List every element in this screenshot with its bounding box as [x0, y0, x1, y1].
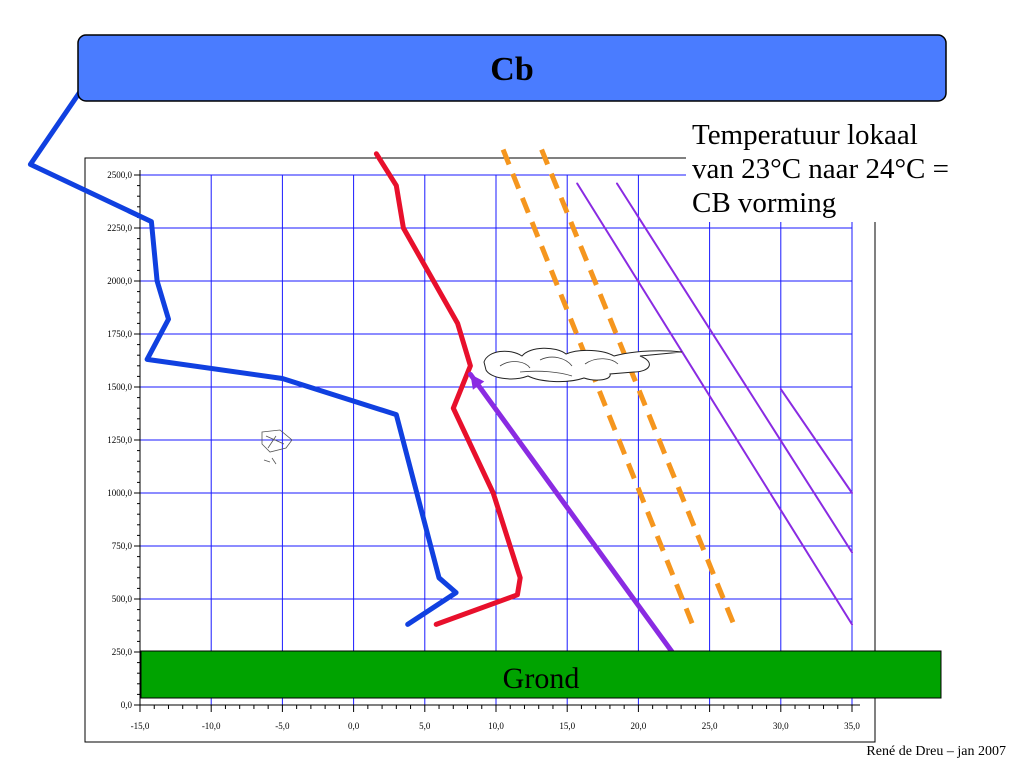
x-tick-label: 30,0 — [773, 721, 789, 731]
series-layer — [27, 49, 853, 661]
y-tick-label: 1500,0 — [107, 382, 132, 392]
x-tick-label: -5,0 — [275, 721, 290, 731]
x-tick-label: 35,0 — [844, 721, 860, 731]
y-tick-label: 1000,0 — [107, 488, 132, 498]
note-line-3: CB vorming — [692, 187, 837, 219]
y-tick-label: 250,0 — [112, 647, 133, 657]
x-tick-label: 0,0 — [348, 721, 360, 731]
ground-label: Grond — [503, 662, 580, 695]
grid — [140, 174, 853, 705]
series-line-6 — [500, 148, 695, 626]
y-tick-label: 500,0 — [112, 594, 133, 604]
y-tick-label: 2000,0 — [107, 276, 132, 286]
y-tick-label: 1250,0 — [107, 435, 132, 445]
series-line-4 — [616, 182, 853, 554]
note-line-2: van 23°C naar 24°C = — [692, 153, 950, 185]
x-tick-label: 25,0 — [702, 721, 718, 731]
axes — [139, 170, 860, 706]
sketch-mark-icon — [261, 429, 293, 465]
y-tick-label: 2500,0 — [107, 170, 132, 180]
y-tick-label: 0,0 — [121, 700, 133, 710]
series-line-1 — [373, 151, 523, 627]
series-line-7 — [539, 148, 737, 626]
series-line-3 — [576, 182, 853, 626]
series-line-2 — [467, 371, 680, 661]
x-tick-label: 20,0 — [631, 721, 647, 731]
y-tick-label: 750,0 — [112, 541, 133, 551]
series-line-5 — [779, 388, 853, 494]
x-tick-label: -15,0 — [131, 721, 150, 731]
x-tick-label: 15,0 — [559, 721, 575, 731]
y-tick-label: 2250,0 — [107, 223, 132, 233]
arrowhead-icon — [470, 374, 485, 390]
banner-cb — [77, 34, 947, 102]
banner-title: Cb — [490, 51, 533, 88]
axis-ticks: 0,0 250,0 500,0 750,0 1000,0 1250,0 1500,0 1750… — [107, 170, 860, 731]
ground-band — [140, 650, 942, 699]
x-tick-label: 10,0 — [488, 721, 504, 731]
y-tick-label: 1750,0 — [107, 329, 132, 339]
annotation-note: Temperatuur lokaal van 23°C naar 24°C = … — [686, 116, 1010, 222]
cloud-icon — [483, 347, 683, 383]
author-credit: René de Dreu – jan 2007 — [866, 744, 1006, 759]
x-tick-label: 5,0 — [419, 721, 431, 731]
x-tick-label: -10,0 — [202, 721, 221, 731]
note-line-1: Temperatuur lokaal — [692, 119, 918, 151]
series-line-0 — [27, 49, 459, 627]
